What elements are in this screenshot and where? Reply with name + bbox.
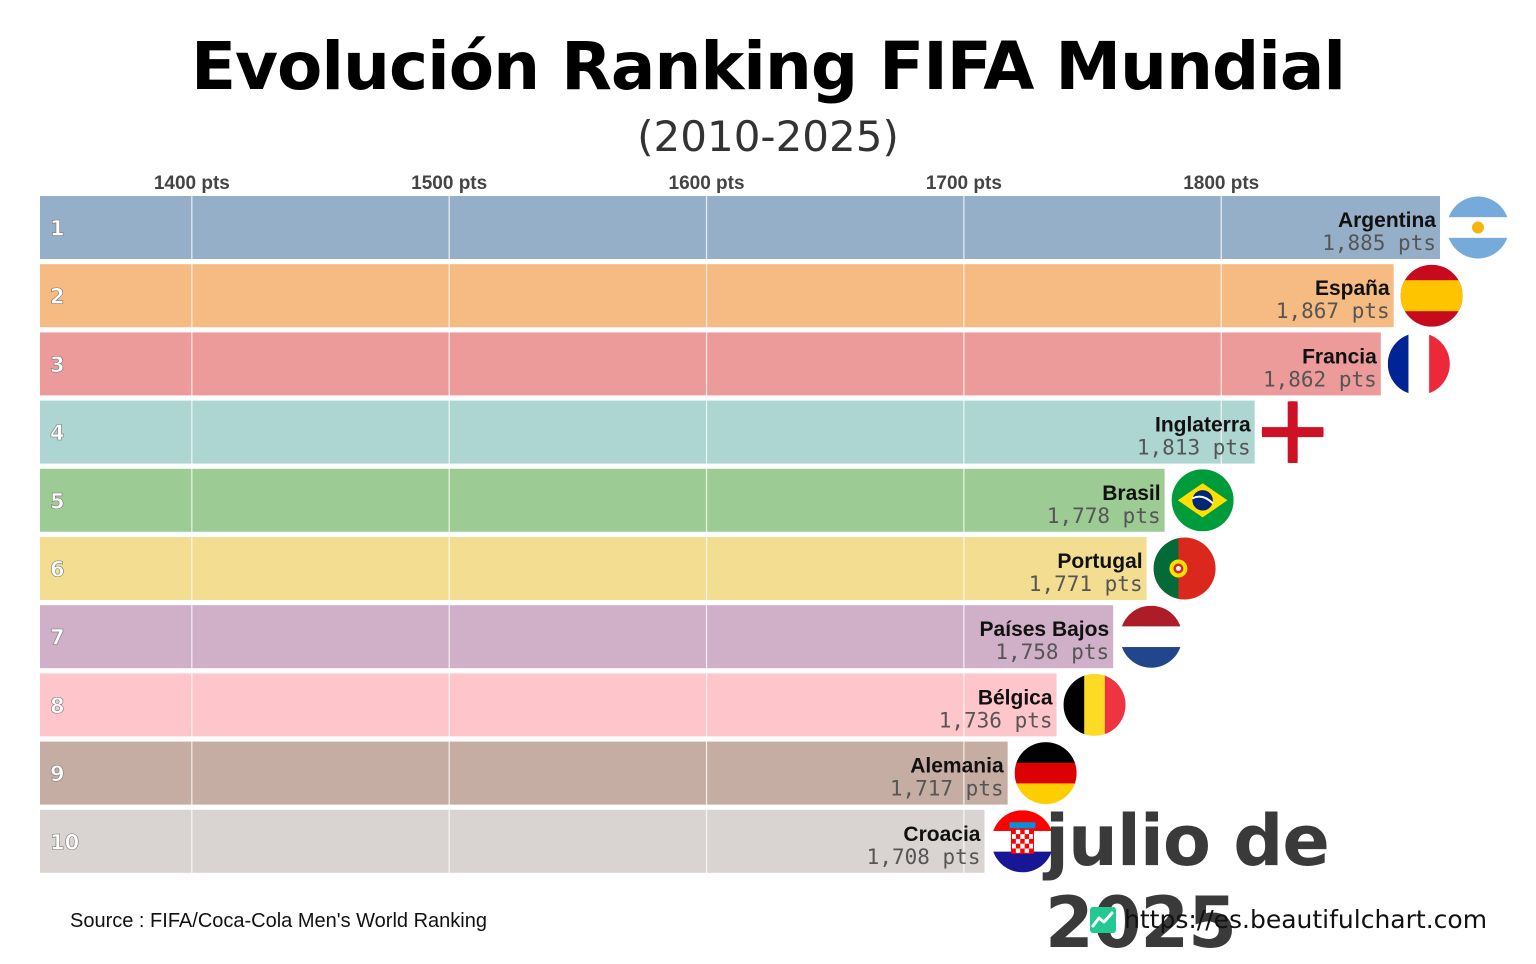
country-label: Alemania: [910, 755, 1004, 778]
bar: [40, 196, 1440, 259]
rank-label: 6: [50, 558, 65, 582]
flag-england-icon: [1261, 401, 1324, 464]
country-label: España: [1315, 277, 1390, 300]
bar: [40, 468, 1165, 532]
rank-label: 10: [50, 830, 79, 854]
flag-brazil-icon: [1171, 469, 1234, 532]
website-url: https://es.beautifulchart.com: [1124, 905, 1488, 934]
flag-belgium-icon: [1063, 673, 1126, 736]
flag-netherlands-icon: [1120, 605, 1183, 668]
flag-argentina-icon: [1446, 196, 1509, 259]
flag-spain-icon: [1400, 264, 1463, 327]
country-label: Argentina: [1338, 209, 1436, 232]
bar: [40, 537, 1147, 600]
rank-label: 7: [50, 626, 65, 650]
bar: [40, 741, 1008, 805]
rank-label: 4: [50, 421, 65, 445]
chart-logo-icon: [1090, 906, 1116, 933]
value-label: 1,867 pts: [1276, 299, 1390, 323]
bar: [40, 605, 1114, 669]
bars-group: [40, 196, 1440, 873]
rank-label: 9: [50, 762, 65, 786]
x-tick-label: 1600 pts: [669, 173, 745, 194]
flag-croatia-icon: [991, 810, 1054, 873]
flag-france-icon: [1387, 332, 1450, 395]
rank-label: 8: [50, 694, 65, 718]
value-label: 1,862 pts: [1263, 367, 1377, 391]
value-label: 1,771 pts: [1029, 572, 1143, 596]
rank-label: 5: [50, 489, 65, 513]
value-label: 1,708 pts: [867, 845, 981, 869]
country-label: Brasil: [1102, 482, 1160, 505]
country-label: Bélgica: [978, 686, 1053, 709]
labels-group: 1400 pts 1500 pts 1600 pts 1700 pts 1800 pts…: [50, 173, 1437, 869]
value-label: 1,717 pts: [890, 777, 1004, 801]
value-label: 1,736 pts: [939, 708, 1053, 732]
x-tick-label: 1500 pts: [411, 173, 487, 194]
source-note: Source : FIFA/Coca-Cola Men's World Rank…: [70, 910, 487, 932]
bar: [40, 673, 1057, 737]
chart-subtitle: (2010-2025): [637, 112, 899, 161]
country-label: Croacia: [903, 823, 980, 846]
country-label: Países Bajos: [980, 618, 1110, 641]
rank-label: 1: [50, 217, 65, 241]
chart-title: Evolución Ranking FIFA Mundial: [190, 28, 1346, 105]
bar: [40, 332, 1381, 396]
flag-germany-icon: [1014, 742, 1077, 805]
country-label: Inglaterra: [1155, 414, 1251, 437]
rank-label: 3: [50, 353, 65, 377]
value-label: 1,813 pts: [1137, 436, 1251, 460]
country-label: Francia: [1302, 345, 1377, 368]
flag-portugal-icon: [1153, 537, 1216, 600]
flags-group: [991, 196, 1509, 873]
bar: [40, 264, 1394, 328]
x-tick-label: 1700 pts: [926, 173, 1002, 194]
bar: [40, 809, 985, 873]
country-label: Portugal: [1057, 550, 1142, 573]
bar: [40, 400, 1255, 464]
value-label: 1,758 pts: [995, 640, 1109, 664]
value-label: 1,885 pts: [1322, 231, 1436, 255]
website-link[interactable]: https://es.beautifulchart.com: [1090, 905, 1487, 934]
gridlines-group: [191, 196, 1222, 874]
x-tick-label: 1800 pts: [1183, 173, 1259, 194]
date-label: julio de 2025: [1045, 800, 1330, 964]
x-tick-label: 1400 pts: [154, 173, 230, 194]
rank-label: 2: [50, 285, 65, 309]
value-label: 1,778 pts: [1047, 504, 1161, 528]
